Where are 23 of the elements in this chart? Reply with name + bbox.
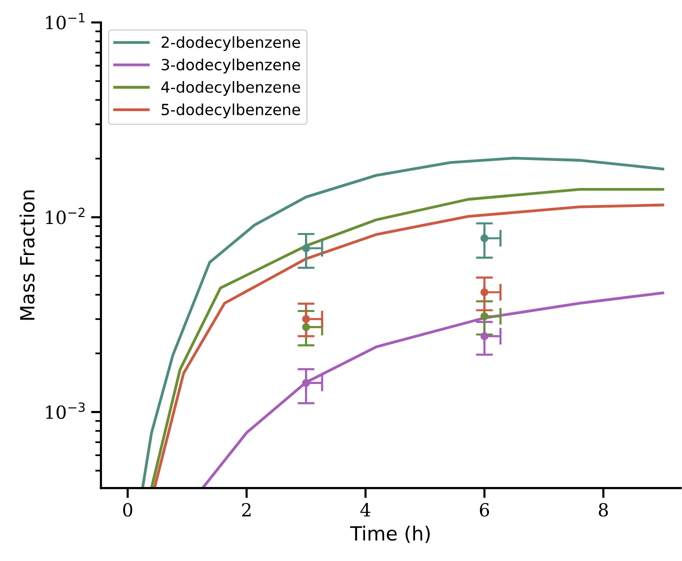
x-axis-title: Time (h): [350, 526, 430, 544]
point: [302, 244, 310, 252]
point: [302, 379, 310, 387]
x-tick-label: 0: [123, 502, 132, 517]
y-axis-title: Mass Fraction: [20, 190, 35, 320]
point: [480, 288, 488, 296]
x-tick-label: 4: [360, 502, 370, 516]
point: [302, 323, 310, 332]
point: [480, 234, 488, 242]
x-tick-label: 8: [598, 502, 608, 517]
y-tick-label: 10$^{−3}$: [46, 402, 85, 419]
point: [480, 312, 488, 320]
point: [302, 315, 310, 324]
y-tick-label: 10$^{−2}$: [46, 208, 84, 224]
y-tick-label: 10$^{−1}$: [46, 13, 85, 30]
legend-label: 5-dodecylbenzene: [162, 103, 300, 118]
legend-label: 2-dodecylbenzene: [162, 36, 300, 51]
point: [480, 332, 488, 340]
legend-label: 3-dodecylbenzene: [162, 58, 300, 74]
legend-label: 4-dodecylbenzene: [161, 81, 300, 96]
x-tick-label: 6: [480, 502, 490, 517]
line-series: [201, 291, 664, 488]
x-tick-label: 2: [242, 502, 251, 516]
